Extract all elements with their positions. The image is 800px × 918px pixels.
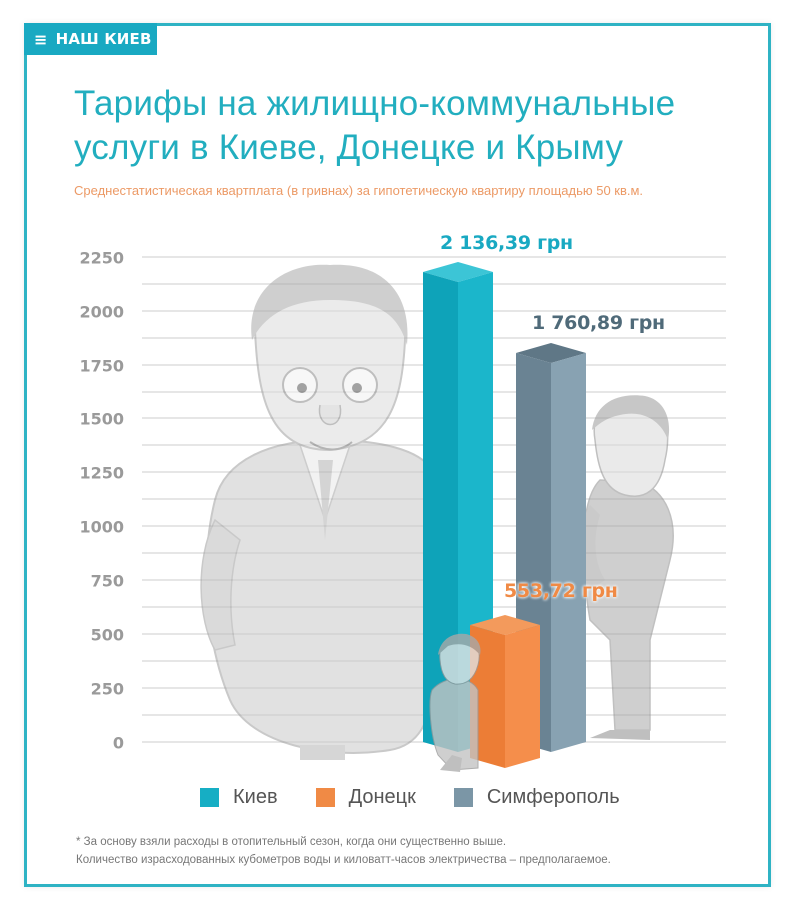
footnote-line-2: Количество израсходованных кубометров во… [76, 854, 611, 866]
y-tick-label: 500 [90, 625, 124, 645]
legend-label: Симферополь [486, 786, 620, 808]
y-tick-label: 250 [90, 679, 124, 699]
gridline [142, 256, 726, 258]
y-tick-label: 750 [90, 571, 124, 591]
legend-item-kiev: Киев [200, 786, 278, 809]
value-label-kiev: 2 136,39 грн [440, 232, 573, 254]
title-line-2: услуги в Киеве, Донецке и Крыму [74, 128, 624, 167]
y-tick-label: 1000 [79, 517, 124, 537]
legend-swatch-kiev [200, 788, 219, 807]
infographic-frame [24, 23, 771, 887]
legend-swatch-donetsk [315, 788, 335, 807]
value-label-donetsk: 553,72 грн [504, 580, 618, 602]
chart-subtitle: Среднестатистическая квартплата (в гривн… [74, 183, 644, 198]
y-tick-label: 1750 [79, 356, 124, 376]
legend-label: Киев [233, 786, 278, 808]
footnote-line-1: * За основу взяли расходы в отопительный… [76, 836, 507, 848]
y-tick-label: 2250 [79, 248, 124, 268]
caricature-right-illustration [578, 395, 674, 740]
caricature-left-illustration [200, 264, 433, 760]
y-tick-label: 0 [112, 733, 124, 753]
y-tick-label: 1250 [79, 463, 124, 483]
brand-label: НАШ КИЕВ [55, 30, 152, 48]
page-title: Тарифы на жилищно-коммунальные услуги в … [74, 82, 754, 170]
y-tick-label: 1500 [79, 409, 124, 429]
chart-legend: Киев Донецк Симферополь [200, 786, 658, 809]
brand-badge[interactable]: ≡ НАШ КИЕВ [24, 23, 157, 55]
value-label-simferopol: 1 760,89 грн [532, 312, 665, 334]
legend-swatch-simferopol [453, 788, 473, 807]
title-line-1: Тарифы на жилищно-коммунальные [74, 84, 676, 123]
bar-donetsk [470, 615, 540, 768]
footnote: * За основу взяли расходы в отопительный… [76, 833, 611, 869]
legend-item-simferopol: Симферополь [453, 786, 620, 809]
menu-icon: ≡ [34, 29, 48, 49]
y-tick-label: 2000 [79, 302, 124, 322]
caricature-small-illustration [429, 633, 481, 772]
legend-label: Донецк [348, 786, 416, 808]
legend-item-donetsk: Донецк [315, 786, 416, 809]
